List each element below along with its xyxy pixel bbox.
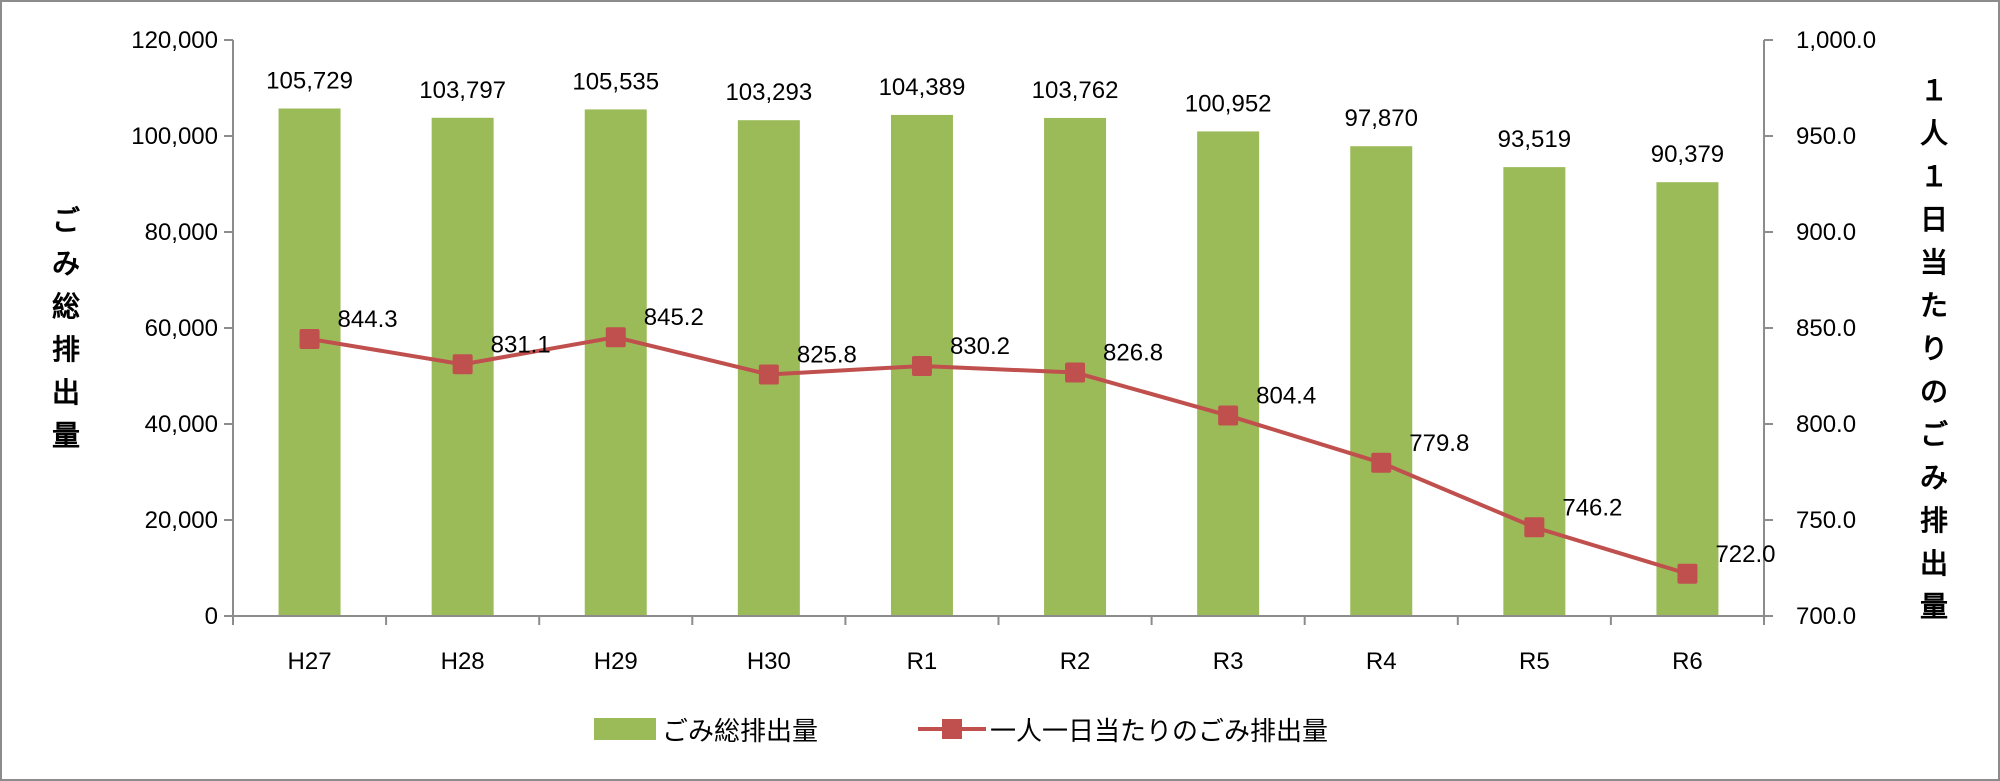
x-tick-label: R2 — [1060, 648, 1091, 675]
right-axis-title-char: １ — [1920, 160, 1948, 193]
x-tick-label: R4 — [1366, 648, 1397, 675]
line-marker-H30 — [758, 364, 779, 385]
line-marker-H29 — [605, 327, 626, 348]
left-tick-label: 120,000 — [131, 27, 218, 54]
left-axis-title: ごみ総排出量 — [52, 204, 80, 452]
line-marker-H28 — [452, 354, 473, 375]
line-value-label: 830.2 — [950, 333, 1010, 360]
right-tick-label: 950.0 — [1796, 123, 1856, 150]
bar-R5 — [1503, 167, 1566, 616]
right-axis-title-char: 当 — [1920, 246, 1948, 279]
line-marker-R5 — [1524, 517, 1545, 538]
right-tick-label: 1,000.0 — [1796, 27, 1876, 54]
line-marker-R3 — [1218, 405, 1239, 426]
right-axis-title-char: 排 — [1920, 504, 1948, 537]
bar-value-label: 103,797 — [419, 77, 506, 104]
bar-R3 — [1197, 131, 1260, 616]
bar-R6 — [1656, 182, 1719, 617]
per-capita-line — [309, 335, 1689, 576]
right-axis-title: １ 人 １ 日当たりのごみ排出量 — [1920, 74, 1948, 623]
legend: ごみ総排出量 一人一日当たりのごみ排出量 — [594, 717, 1328, 747]
line-value-label: 831.1 — [491, 331, 551, 358]
right-axis-title-char: 出 — [1920, 547, 1948, 580]
left-axis-title-char: 量 — [52, 419, 80, 452]
x-tick-label: R3 — [1213, 648, 1244, 675]
right-tick-label: 800.0 — [1796, 411, 1856, 438]
line-marker-R4 — [1371, 452, 1392, 473]
line-value-label: 804.4 — [1256, 383, 1316, 410]
bar-value-label: 93,519 — [1498, 126, 1571, 153]
left-tick-label: 20,000 — [145, 507, 218, 534]
line-marker-R6 — [1677, 563, 1698, 584]
right-tick-label: 750.0 — [1796, 507, 1856, 534]
left-tick-label: 60,000 — [145, 315, 218, 342]
right-axis-title-char: 人 — [1920, 117, 1948, 150]
right-axis-title-char: 日 — [1920, 203, 1948, 236]
x-tick-label: H27 — [288, 648, 332, 675]
line-value-label: 779.8 — [1409, 430, 1469, 457]
line-marker-H27 — [299, 328, 320, 349]
legend-bar-swatch — [594, 718, 656, 740]
bar-value-label: 103,293 — [725, 79, 812, 106]
x-tick-label: H30 — [747, 648, 791, 675]
left-axis-title-char: 総 — [52, 290, 80, 323]
right-axis-title-char: の — [1920, 375, 1948, 408]
left-axis-title-char: 出 — [52, 376, 80, 409]
x-tick-label: R5 — [1519, 648, 1550, 675]
bar-value-label: 104,389 — [879, 74, 966, 101]
legend-bar-label: ごみ総排出量 — [662, 717, 818, 747]
legend-line-label: 一人一日当たりのごみ排出量 — [990, 717, 1328, 747]
line-value-label: 826.8 — [1103, 340, 1163, 367]
right-axis-title-char: た — [1920, 289, 1948, 322]
line-value-label: 845.2 — [644, 304, 704, 331]
right-axis-title-char: み — [1920, 461, 1948, 494]
line-value-label: 746.2 — [1562, 494, 1622, 521]
right-tick-label: 900.0 — [1796, 219, 1856, 246]
right-axis-title-char: ご — [1920, 418, 1948, 451]
line-value-label: 825.8 — [797, 341, 857, 368]
line-marker-R1 — [911, 356, 932, 377]
legend-line-marker — [942, 719, 962, 739]
x-tick-label: H29 — [594, 648, 638, 675]
right-tick-label: 700.0 — [1796, 603, 1856, 630]
left-tick-label: 100,000 — [131, 123, 218, 150]
right-axis-title-char: 量 — [1920, 590, 1948, 623]
x-tick-label: R1 — [907, 648, 938, 675]
line-value-label: 722.0 — [1715, 541, 1775, 568]
bar-H27 — [278, 108, 341, 617]
bar-H29 — [584, 109, 647, 616]
bar-value-label: 103,762 — [1032, 77, 1119, 104]
x-tick-label: H28 — [441, 648, 485, 675]
bar-value-label: 105,729 — [266, 68, 353, 95]
x-tick-label: R6 — [1672, 648, 1703, 675]
bar-value-label: 97,870 — [1345, 105, 1418, 132]
left-tick-label: 0 — [205, 603, 218, 630]
bar-R4 — [1350, 146, 1413, 616]
left-axis-title-char: 排 — [52, 333, 80, 366]
line-marker-R2 — [1065, 362, 1086, 383]
left-tick-label: 80,000 — [145, 219, 218, 246]
left-axis-title-char: ご — [52, 204, 80, 237]
right-axis-title-char: り — [1920, 332, 1948, 365]
right-axis-title-char: １ — [1920, 74, 1948, 107]
line-value-label: 844.3 — [338, 306, 398, 333]
bar-value-label: 90,379 — [1651, 141, 1724, 168]
left-tick-label: 40,000 — [145, 411, 218, 438]
bar-value-label: 100,952 — [1185, 90, 1272, 117]
right-tick-label: 850.0 — [1796, 315, 1856, 342]
bar-value-label: 105,535 — [572, 68, 659, 95]
left-axis-title-char: み — [52, 247, 80, 280]
